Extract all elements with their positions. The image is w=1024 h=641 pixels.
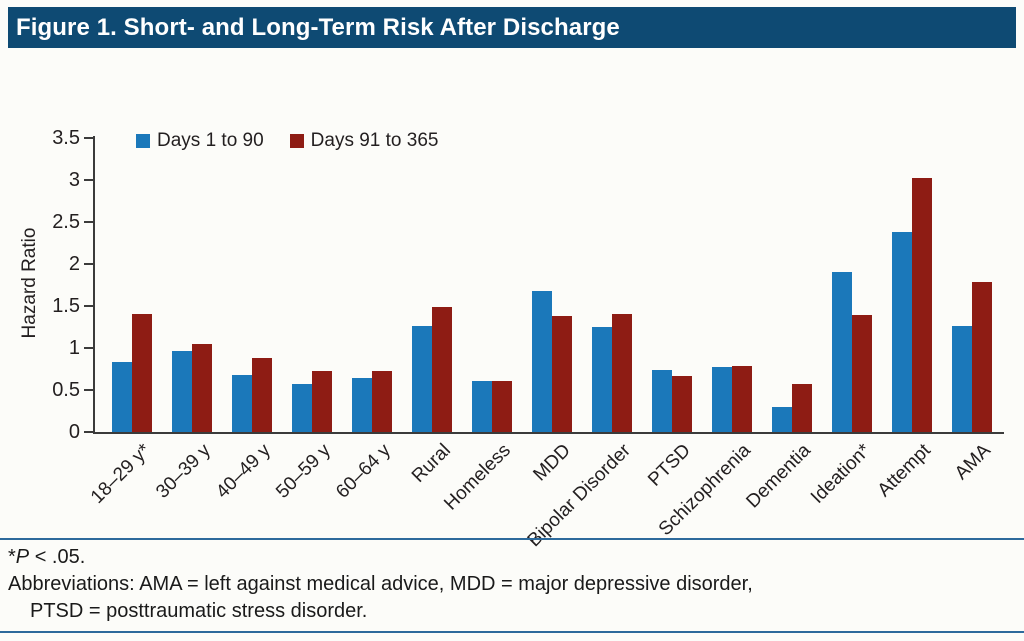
legend-item-days-1-90: Days 1 to 90 — [136, 130, 264, 152]
y-axis-tick-label: 3 — [68, 169, 80, 191]
y-axis-tick — [84, 137, 93, 139]
bar-days-1-90 — [532, 290, 552, 432]
y-axis-tick — [84, 389, 93, 391]
y-axis-tick — [84, 431, 93, 433]
footnote-asterisk: * — [8, 546, 16, 568]
bar-days-91-365 — [792, 384, 812, 432]
footnote-p: P — [15, 546, 30, 568]
bar-days-91-365 — [672, 375, 692, 432]
y-axis-tick — [84, 347, 93, 349]
bar-days-1-90 — [292, 384, 312, 432]
footnote-rest: < .05. — [29, 546, 86, 568]
figure-title: Figure 1. Short- and Long-Term Risk Afte… — [16, 14, 620, 41]
y-axis-tick — [84, 263, 93, 265]
bar-days-1-90 — [772, 406, 792, 432]
bar-days-1-90 — [472, 380, 492, 432]
footnote-p-value: *P < .05. — [8, 546, 85, 569]
bar-days-1-90 — [352, 378, 372, 432]
x-axis-line — [93, 432, 1004, 434]
y-axis-line — [93, 136, 95, 434]
bar-days-1-90 — [652, 369, 672, 432]
y-axis-tick — [84, 221, 93, 223]
bar-days-1-90 — [712, 367, 732, 432]
bar-days-91-365 — [252, 358, 272, 432]
bar-chart: Hazard Ratio Days 1 to 90 Days 91 to 365… — [0, 48, 1024, 551]
legend-item-days-91-365: Days 91 to 365 — [289, 130, 439, 152]
bar-days-1-90 — [892, 232, 912, 432]
legend-label: Days 91 to 365 — [310, 130, 439, 151]
footer-divider-top — [0, 538, 1024, 540]
bar-days-91-365 — [372, 370, 392, 432]
y-axis-tick-label: 1.5 — [52, 295, 80, 317]
bar-days-91-365 — [912, 178, 932, 432]
legend-swatch — [289, 134, 304, 148]
legend-label: Days 1 to 90 — [157, 130, 264, 151]
bar-days-91-365 — [852, 315, 872, 432]
bar-days-1-90 — [232, 374, 252, 432]
y-axis-tick-label: 1 — [68, 337, 80, 359]
bar-days-1-90 — [172, 351, 192, 432]
bar-days-91-365 — [132, 313, 152, 432]
chart-legend: Days 1 to 90 Days 91 to 365 — [136, 130, 438, 152]
bar-days-91-365 — [312, 370, 332, 432]
y-axis-tick — [84, 179, 93, 181]
y-axis-tick — [84, 305, 93, 307]
figure-title-bar: Figure 1. Short- and Long-Term Risk Afte… — [8, 7, 1016, 48]
bar-days-1-90 — [412, 326, 432, 432]
bar-days-91-365 — [492, 380, 512, 432]
bar-days-1-90 — [832, 271, 852, 432]
footer-divider-bottom — [0, 631, 1024, 633]
y-axis-tick-label: 2.5 — [52, 211, 80, 233]
bar-days-91-365 — [732, 366, 752, 432]
bar-days-91-365 — [612, 313, 632, 432]
legend-swatch — [136, 134, 150, 148]
bar-days-91-365 — [552, 316, 572, 432]
y-axis-tick-label: 3.5 — [52, 127, 80, 149]
bar-days-91-365 — [972, 281, 992, 432]
bar-days-1-90 — [952, 326, 972, 432]
bar-days-91-365 — [192, 343, 212, 432]
y-axis-tick-label: 2 — [68, 253, 80, 275]
abbreviations-line-1: Abbreviations: AMA = left against medica… — [8, 573, 753, 595]
abbreviations-line-2: PTSD = posttraumatic stress disorder. — [30, 600, 368, 622]
y-axis-tick-label: 0.5 — [52, 379, 80, 401]
bar-days-1-90 — [112, 362, 132, 432]
bar-days-1-90 — [592, 327, 612, 432]
y-axis-tick-label: 0 — [68, 421, 80, 443]
bar-days-91-365 — [432, 306, 452, 432]
